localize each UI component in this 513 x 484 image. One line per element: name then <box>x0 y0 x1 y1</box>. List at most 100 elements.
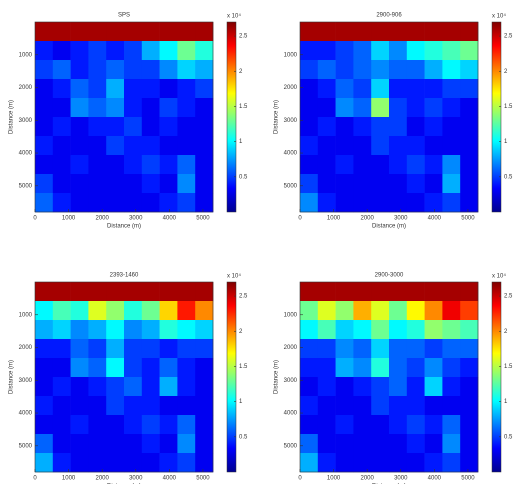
heatmap-cell <box>159 136 178 156</box>
heatmap-cell <box>460 453 479 473</box>
heatmap-cell <box>35 193 54 213</box>
heatmap-cell <box>406 320 425 340</box>
heatmap-cell <box>195 79 214 99</box>
heatmap-cell <box>52 358 71 378</box>
colorbar-tick-label: 1 <box>239 139 243 145</box>
colorbar-tick-label: 1.5 <box>239 364 248 370</box>
heatmap-cell <box>389 396 408 416</box>
colorbar-tick-label: 2.5 <box>239 34 248 40</box>
y-tick-label: 3000 <box>284 378 298 384</box>
heatmap-cell <box>124 320 143 340</box>
heatmap-cell <box>389 155 408 175</box>
heatmap-cell <box>317 377 336 397</box>
heatmap-cell <box>141 136 160 156</box>
heatmap-cell <box>52 117 71 137</box>
heatmap-cell <box>52 339 71 359</box>
heatmap-cell <box>371 117 390 137</box>
heatmap-cell <box>335 453 354 473</box>
heatmap-cell <box>106 193 125 213</box>
colorbar-tick-label: 2 <box>504 329 508 335</box>
heatmap-cell <box>353 98 372 118</box>
heatmap-cell <box>70 193 89 213</box>
plot-frame <box>34 281 214 473</box>
heatmap-cell <box>300 98 319 118</box>
y-tick-label: 3000 <box>19 118 33 124</box>
heatmap-cell <box>177 453 196 473</box>
heatmap-cell <box>371 358 390 378</box>
heatmap-cell <box>442 41 461 61</box>
heatmap-cell <box>371 320 390 340</box>
heatmap-cell <box>159 174 178 194</box>
heatmap-cell <box>35 301 54 321</box>
heatmap-cell <box>35 60 54 80</box>
x-tick-label: 0 <box>33 216 37 222</box>
heatmap-cell <box>35 282 54 302</box>
heatmap-cell <box>460 339 479 359</box>
heatmap-cell <box>317 193 336 213</box>
heatmap-cell <box>300 320 319 340</box>
heatmap-cell <box>195 396 214 416</box>
heatmap-cell <box>141 22 160 42</box>
heatmap-cell <box>317 117 336 137</box>
heatmap-cell <box>335 320 354 340</box>
heatmap-cell <box>300 282 319 302</box>
heatmap-cell <box>124 41 143 61</box>
heatmap-cell <box>124 174 143 194</box>
heatmap-cell <box>70 453 89 473</box>
heatmap-cell <box>442 377 461 397</box>
heatmap-cell <box>52 377 71 397</box>
heatmap-cell <box>70 434 89 454</box>
heatmap-cell <box>35 377 54 397</box>
heatmap-cell <box>406 79 425 99</box>
heatmap-cell <box>124 415 143 435</box>
heatmap-cell <box>406 60 425 80</box>
heatmap-cell <box>70 301 89 321</box>
heatmap-cell <box>88 60 107 80</box>
colorbar-tick-label: 2 <box>239 69 243 75</box>
heatmap-cell <box>371 155 390 175</box>
heatmap-cell <box>88 155 107 175</box>
colorbar-tick-label: 1.5 <box>239 104 248 110</box>
heatmap-cell <box>88 434 107 454</box>
heatmap-cell <box>195 377 214 397</box>
x-tick-label: 2000 <box>360 216 374 222</box>
heatmap-cell <box>300 22 319 42</box>
heatmap-cell <box>389 22 408 42</box>
heatmap-cell <box>389 136 408 156</box>
x-tick-label: 1000 <box>62 476 76 482</box>
heatmap-cell <box>460 396 479 416</box>
heatmap-cell <box>460 98 479 118</box>
heatmap-cell <box>300 155 319 175</box>
heatmap-cell <box>35 79 54 99</box>
heatmap-cell <box>460 434 479 454</box>
heatmap-cell <box>106 320 125 340</box>
x-tick-label: 3000 <box>129 216 143 222</box>
heatmap-cell <box>317 415 336 435</box>
heatmap-cell <box>335 377 354 397</box>
heatmap-cell <box>35 155 54 175</box>
heatmap-cell <box>424 174 443 194</box>
x-tick-label: 3000 <box>394 476 408 482</box>
heatmap-cell <box>406 339 425 359</box>
heatmap-cell <box>159 22 178 42</box>
heatmap-cell <box>88 41 107 61</box>
heatmap-cell <box>389 415 408 435</box>
heatmap-cell <box>317 453 336 473</box>
y-tick-label: 3000 <box>19 378 33 384</box>
heatmap-cell <box>88 22 107 42</box>
heatmap-cell <box>317 98 336 118</box>
heatmap-cell <box>88 174 107 194</box>
heatmap-cell <box>317 282 336 302</box>
heatmap-cell <box>424 22 443 42</box>
heatmap-cell <box>424 41 443 61</box>
heatmap-cell <box>335 396 354 416</box>
heatmap-cell <box>371 136 390 156</box>
heatmap-cell <box>317 434 336 454</box>
heatmap-cell <box>424 136 443 156</box>
heatmap-cell <box>52 282 71 302</box>
heatmap-cell <box>371 41 390 61</box>
heatmap-cell <box>335 434 354 454</box>
heatmap-cell <box>389 320 408 340</box>
heatmap-cell <box>371 453 390 473</box>
heatmap-cell <box>106 377 125 397</box>
